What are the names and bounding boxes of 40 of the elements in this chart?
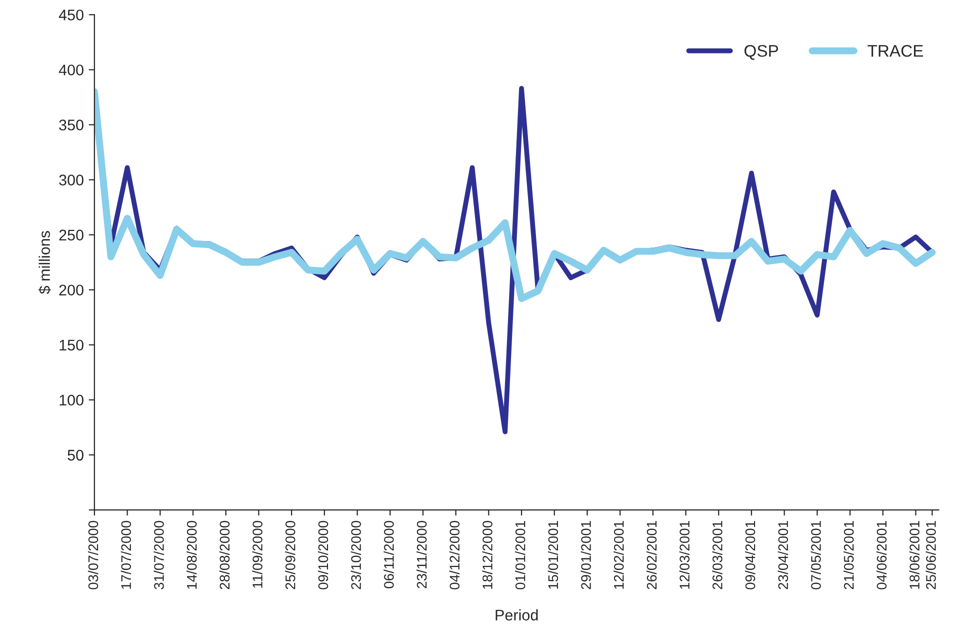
x-tick-label: 09/04/2001 [745, 521, 756, 590]
x-tick-label: 04/12/2000 [449, 520, 460, 590]
x-tick-label: 23/10/2000 [350, 520, 361, 590]
y-tick-label: 150 [60, 340, 84, 351]
x-tick-label: 17/07/2000 [120, 520, 132, 589]
y-tick-label: 450 [58, 10, 84, 20]
y-tick-label: 400 [58, 64, 84, 76]
x-tick-label: 03/07/2000 [88, 520, 98, 590]
x-tick-label: 23/04/2001 [778, 521, 788, 590]
y-tick-label: 50 [68, 450, 84, 461]
x-tick-label: 04/06/2001 [876, 521, 887, 590]
x-tick-label: 23/11/2000 [416, 520, 427, 588]
y-tick-label: 350 [59, 120, 84, 130]
x-tick-label: 18/06/2001 [909, 521, 920, 589]
x-tick-label: 11/09/2000 [252, 520, 262, 588]
x-tick-label: 12/03/2001 [679, 521, 690, 589]
x-tick-label: 25/09/2000 [285, 520, 296, 590]
y-tick-label: 200 [59, 284, 84, 296]
x-axis-title: Period [496, 609, 538, 621]
x-tick-label: 07/05/2001 [810, 521, 821, 590]
x-tick-label: 31/07/2000 [154, 520, 164, 590]
x-tick-label: 28/08/2000 [219, 520, 230, 590]
y-tick-label: 250 [59, 230, 84, 240]
y-axis-title: $ millions [38, 231, 51, 294]
x-tick-label: 09/10/2000 [318, 520, 328, 590]
x-tick-label: 29/01/2001 [580, 521, 591, 590]
x-tick-label: 01/01/2001 [515, 521, 526, 590]
x-tick-label: 18/12/2000 [482, 520, 492, 589]
x-tick-label: 26/03/2001 [712, 521, 722, 590]
x-tick-label: 14/08/2000 [186, 520, 197, 589]
x-tick-label: 26/02/2001 [646, 521, 657, 590]
legend-label: TRACE [868, 44, 924, 57]
legend-label: QSP [744, 44, 778, 60]
x-tick-label: 06/11/2000 [384, 520, 394, 588]
y-tick-label: 300 [59, 174, 84, 186]
y-tick-label: 100 [60, 394, 84, 406]
x-tick-label: 25/06/2001 [926, 521, 936, 590]
x-tick-label: 15/01/2001 [548, 521, 558, 589]
x-tick-label: 12/02/2001 [614, 521, 624, 589]
x-tick-label: 21/05/2001 [844, 521, 854, 590]
